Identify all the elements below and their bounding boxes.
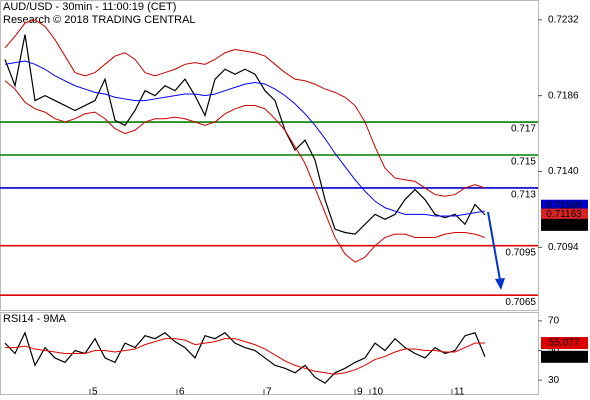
- value-tag: [541, 350, 588, 363]
- level-label: 0.7065: [505, 297, 536, 308]
- value-tag: [541, 337, 588, 350]
- x-tick-label: 7: [266, 387, 272, 398]
- series-line: [4, 34, 486, 235]
- value-tag-label: 55.077: [549, 338, 580, 349]
- chart-title: AUD/USD - 30min - 11:00:19 (CET): [3, 1, 176, 13]
- x-tick-label: 5: [92, 387, 98, 398]
- series-line: [4, 331, 486, 384]
- level-label: 0.717: [511, 124, 536, 135]
- value-tag-label: 45.784: [549, 351, 580, 362]
- value-tag-label: 0.71163: [546, 209, 582, 220]
- value-tag: [541, 218, 588, 231]
- y-tick-label: 30: [548, 375, 560, 386]
- level-label: 0.7095: [505, 247, 536, 258]
- chart-subtitle: Research © 2018 TRADING CENTRAL: [3, 14, 196, 26]
- level-label: 0.713: [511, 190, 536, 201]
- x-tick-label: 11: [454, 387, 465, 398]
- forecast-arrowhead: [495, 278, 505, 290]
- y-tick-label: 70: [548, 316, 560, 327]
- forecast-arrow: [487, 211, 501, 281]
- series-line: [4, 60, 486, 217]
- series-line: [5, 338, 486, 375]
- series-line: [4, 19, 486, 197]
- x-tick-label: 10: [372, 387, 384, 398]
- y-tick-label: 0.7232: [548, 14, 579, 25]
- y-tick-label: 0.7140: [548, 166, 579, 177]
- series-line: [4, 80, 486, 263]
- rsi-panel: [0, 312, 539, 395]
- y-tick-label: 0.7094: [548, 242, 579, 253]
- level-label: 0.715: [511, 157, 536, 168]
- value-tag: [541, 208, 588, 221]
- y-tick-label: 0.7186: [548, 90, 579, 101]
- x-tick-label: 6: [179, 387, 185, 398]
- y-tick-label: 50: [548, 345, 560, 356]
- value-tag-label: 0.71137: [546, 219, 582, 230]
- rsi-title: RSI14 - 9MA: [3, 313, 67, 325]
- value-tag-label: 0.71168: [546, 200, 582, 211]
- x-tick-label: 9: [357, 387, 363, 398]
